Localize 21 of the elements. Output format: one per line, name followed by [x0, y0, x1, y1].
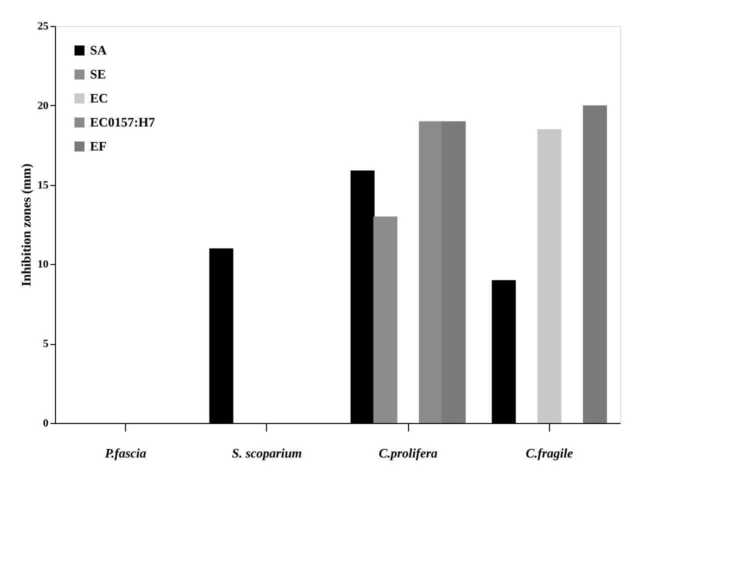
bar [418, 121, 443, 423]
legend-label: EC0157:H7 [90, 114, 156, 130]
y-tick-label: 20 [38, 100, 49, 112]
y-tick-label: 0 [43, 418, 49, 430]
legend-label: SA [90, 42, 108, 58]
y-tick-label: 5 [43, 338, 49, 350]
legend-label: EC [90, 90, 108, 106]
y-axis-title: Inhibition zones (mm) [18, 164, 34, 286]
y-tick-label: 15 [38, 179, 49, 192]
x-tick-label: C.prolifera [378, 446, 438, 460]
legend-label: SE [90, 66, 106, 82]
y-tick-label: 10 [38, 258, 49, 271]
bar [373, 216, 398, 423]
x-tick-label: S. scoparium [232, 446, 302, 460]
x-tick-label: C.fragile [526, 446, 574, 460]
bar [582, 105, 607, 423]
x-tick-label: P.fascia [104, 446, 147, 460]
bar [537, 129, 562, 423]
legend-label: EF [90, 138, 107, 154]
bar [442, 121, 466, 423]
y-tick-label: 25 [38, 20, 49, 32]
